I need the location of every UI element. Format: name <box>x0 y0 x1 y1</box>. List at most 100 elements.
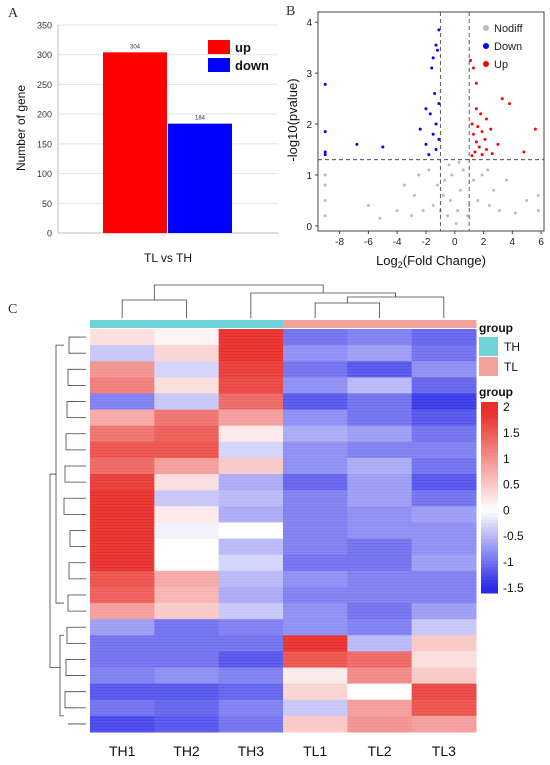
point-up <box>470 122 474 126</box>
row-dendrogram-branch <box>67 368 79 386</box>
heatmap-cell <box>347 651 413 669</box>
colorbar-tick-label: 0 <box>503 503 510 517</box>
point-down <box>437 102 441 106</box>
dendrogram-branch <box>121 299 187 318</box>
heatmap-cell <box>154 361 220 378</box>
heatmap-cell <box>347 603 413 620</box>
colorbar-segment <box>481 583 498 588</box>
y-tick-label: 0 <box>47 229 52 239</box>
heatmap-cell <box>90 667 155 685</box>
heatmap-cell <box>90 409 155 427</box>
legend-label-nodiff: Nodiff <box>494 23 523 35</box>
x-tick-label: 0 <box>452 237 458 248</box>
heatmap-cell <box>283 667 348 685</box>
colorbar-segment <box>481 548 498 553</box>
heatmap-cell <box>411 699 477 717</box>
heatmap-cell <box>154 457 220 475</box>
heatmap-cell <box>411 409 477 427</box>
colorbar-segment <box>481 513 498 518</box>
heatmap-cell <box>218 538 284 556</box>
heatmap-cell <box>154 699 220 717</box>
group-legend-label: TH <box>504 340 520 354</box>
legend-marker-down <box>483 43 489 49</box>
colorbar-segment <box>481 484 498 489</box>
point-nodiff <box>492 188 496 192</box>
row-dendrogram-branch <box>59 634 64 717</box>
legend-label-up: up <box>235 40 251 55</box>
group-annotation-cell <box>218 320 284 328</box>
point-nodiff <box>443 178 447 182</box>
heatmap-cell <box>218 570 284 588</box>
x-tick-label: -4 <box>393 237 402 248</box>
colorbar-segment <box>481 433 498 438</box>
heatmap-cell <box>90 522 155 540</box>
point-up <box>522 150 526 154</box>
colorbar-segment <box>481 456 498 460</box>
point-down <box>424 142 428 146</box>
heatmap-cell <box>347 393 413 411</box>
heatmap-cell <box>347 425 413 443</box>
point-nodiff <box>323 214 327 218</box>
heatmap-cell <box>283 635 348 652</box>
panel-label-c: C <box>8 302 18 317</box>
point-up <box>474 81 478 85</box>
heatmap-cell <box>283 393 348 411</box>
heatmap-cell <box>347 345 413 362</box>
point-up <box>480 130 484 134</box>
point-nodiff <box>476 198 480 202</box>
heatmap-cell <box>411 393 477 411</box>
point-up <box>477 145 481 149</box>
heatmap-cell <box>90 490 155 507</box>
y-axis-label: Number of gene <box>14 85 28 171</box>
heatmap-cell <box>411 361 477 378</box>
point-nodiff <box>536 209 540 213</box>
heatmap-cell <box>411 457 477 475</box>
heatmap-cell <box>283 425 348 443</box>
colorbar-segment <box>481 526 498 530</box>
point-down <box>323 150 327 154</box>
panel-label-a: A <box>8 6 19 21</box>
x-tick-label: -6 <box>364 237 373 248</box>
point-nodiff <box>446 214 450 218</box>
colorbar-segment <box>481 538 498 543</box>
colorbar-segment <box>481 478 498 483</box>
point-down <box>323 82 327 86</box>
point-nodiff <box>471 178 475 182</box>
heatmap-cell <box>154 425 220 443</box>
group-legend-swatch <box>479 337 498 356</box>
column-label: TL2 <box>367 743 391 759</box>
row-dendrogram-branch <box>67 594 78 612</box>
heatmap-cell <box>90 393 155 411</box>
colorbar-segment <box>481 567 498 572</box>
row-dendrogram-branch <box>65 659 76 676</box>
volcano-chart: -8 -6 -4 -2 0 2 4 6 0 1 2 3 4 Nodiff Down Up Log2(Fold C… <box>285 11 545 270</box>
heatmap-cell <box>154 538 220 556</box>
heatmap-cell <box>154 329 220 346</box>
heatmap-cell <box>154 409 220 427</box>
heatmap-chart: TH1 TH2 TH3 TL1 TL2 TL3groupTHTLgroup21.510.5… <box>49 284 524 759</box>
heatmap-cell <box>283 457 348 475</box>
colorbar-segment <box>481 446 498 451</box>
heatmap-cell <box>411 570 477 588</box>
heatmap-cell <box>283 345 348 362</box>
point-down <box>323 130 327 134</box>
heatmap-cell <box>90 586 155 604</box>
point-nodiff <box>323 173 327 177</box>
point-down <box>424 107 428 111</box>
colorbar-segment <box>481 554 498 559</box>
row-dendrogram-branch <box>66 401 78 419</box>
point-nodiff <box>486 168 490 172</box>
colorbar-segment <box>481 417 498 422</box>
colorbar-segment <box>481 430 498 435</box>
heatmap-cell <box>218 345 284 362</box>
heatmap-cell <box>283 699 348 717</box>
heatmap-cell <box>154 651 220 669</box>
heatmap-cell <box>218 425 284 443</box>
heatmap-cell <box>411 635 477 652</box>
point-nodiff <box>459 188 463 192</box>
x-tick-label: -8 <box>335 237 344 248</box>
colorbar-segment <box>481 529 498 534</box>
point-down <box>381 145 385 149</box>
colorbar-tick-label: -1 <box>503 555 514 569</box>
colorbar-segment <box>481 414 498 419</box>
